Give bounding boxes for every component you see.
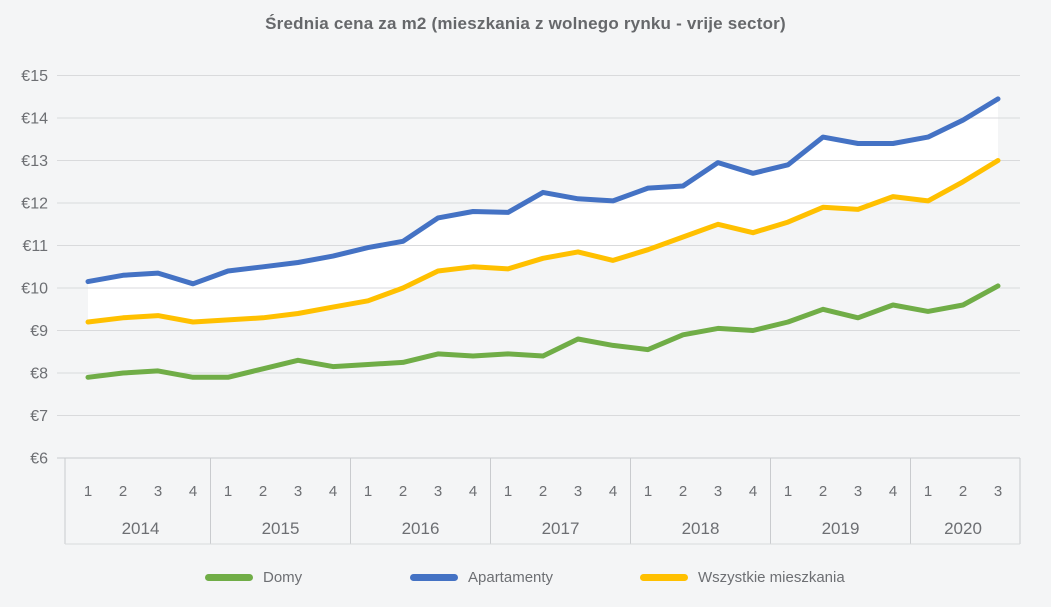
chart-title: Średnia cena za m2 (mieszkania z wolnego… — [265, 14, 786, 33]
quarter-label-2017-q1: 1 — [504, 483, 512, 500]
quarter-label-2015-q3: 3 — [294, 483, 302, 500]
quarter-label-2019-q1: 1 — [784, 483, 792, 500]
quarter-label-2018-q3: 3 — [714, 483, 722, 500]
quarter-label-2018-q1: 1 — [644, 483, 652, 500]
apartamenty-line-swatch-icon — [410, 573, 458, 581]
legend-label-wszystkie-mieszkania: Wszystkie mieszkania — [698, 568, 845, 586]
domy-line-swatch-icon — [205, 573, 253, 581]
legend-item-domy[interactable]: Domy — [205, 568, 302, 586]
quarter-label-2014-q2: 2 — [119, 483, 127, 500]
line-apartamenty — [85, 96, 1001, 287]
year-label-2019: 2019 — [822, 519, 860, 538]
y-tick-label-9: €9 — [30, 323, 48, 340]
quarter-label-2014-q4: 4 — [189, 483, 197, 500]
legend-item-apartamenty[interactable]: Apartamenty — [410, 568, 553, 586]
y-tick-label-8: €8 — [30, 366, 48, 383]
y-tick-label-7: €7 — [30, 408, 48, 425]
quarter-label-2016-q2: 2 — [399, 483, 407, 500]
wszystkie-mieszkania-line-swatch-icon — [640, 573, 688, 581]
quarter-label-2018-q4: 4 — [749, 483, 757, 500]
chart-legend: Domy Apartamenty Wszystkie mieszkania — [0, 568, 1051, 586]
quarter-label-2016-q3: 3 — [434, 483, 442, 500]
quarter-label-2020-q3: 3 — [994, 483, 1002, 500]
quarter-label-2014-q3: 3 — [154, 483, 162, 500]
line-wszystkie-mieszkania — [85, 158, 1001, 325]
quarter-label-2019-q3: 3 — [854, 483, 862, 500]
quarter-label-2017-q4: 4 — [609, 483, 617, 500]
y-tick-label-10: €10 — [21, 281, 48, 298]
y-tick-label-12: €12 — [21, 196, 48, 213]
quarter-label-2017-q2: 2 — [539, 483, 547, 500]
year-label-2020: 2020 — [944, 519, 982, 538]
y-tick-label-13: €13 — [21, 153, 48, 170]
legend-label-domy: Domy — [263, 568, 303, 586]
year-label-2014: 2014 — [122, 519, 160, 538]
quarter-label-2016-q1: 1 — [364, 483, 372, 500]
quarter-label-2015-q1: 1 — [224, 483, 232, 500]
quarter-label-2020-q1: 1 — [924, 483, 932, 500]
quarter-label-2016-q4: 4 — [469, 483, 477, 500]
year-label-2016: 2016 — [402, 519, 440, 538]
y-tick-label-14: €14 — [21, 111, 48, 128]
legend-item-wszystkie-mieszkania[interactable]: Wszystkie mieszkania — [640, 568, 845, 586]
area-fill-wszystkie-mieszkania — [88, 160, 998, 458]
legend-label-apartamenty: Apartamenty — [468, 568, 554, 586]
year-label-2015: 2015 — [262, 519, 300, 538]
y-tick-label-11: €11 — [22, 238, 48, 255]
quarter-label-2019-q2: 2 — [819, 483, 827, 500]
quarter-label-2015-q4: 4 — [329, 483, 337, 500]
y-tick-label-6: €6 — [30, 451, 48, 468]
quarter-label-2017-q3: 3 — [574, 483, 582, 500]
quarter-label-2020-q2: 2 — [959, 483, 967, 500]
quarter-label-2015-q2: 2 — [259, 483, 267, 500]
quarter-label-2018-q2: 2 — [679, 483, 687, 500]
y-tick-label-15: €15 — [21, 68, 48, 85]
quarter-label-2019-q4: 4 — [889, 483, 897, 500]
quarter-label-2014-q1: 1 — [84, 483, 92, 500]
line-domy — [85, 283, 1001, 380]
year-label-2017: 2017 — [542, 519, 580, 538]
year-label-2018: 2018 — [682, 519, 720, 538]
